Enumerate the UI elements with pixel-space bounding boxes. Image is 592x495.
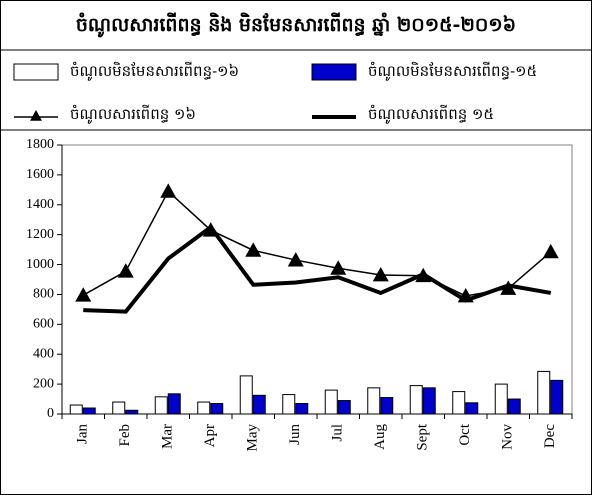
marker [75, 287, 92, 302]
x-tick-label: Jul [330, 424, 346, 442]
y-tick-label: 1400 [26, 197, 54, 212]
bar [465, 402, 479, 415]
marker [330, 260, 347, 275]
legend-label: ចំណូលសារពើពន្ធ ១៥ [368, 104, 494, 124]
x-tick-label: Sept [415, 423, 431, 451]
marker [542, 243, 559, 259]
marker [117, 263, 134, 278]
x-tick-label: Jun [287, 424, 303, 445]
bar [409, 385, 423, 415]
bar [367, 387, 381, 415]
bar [154, 396, 168, 415]
legend-label: ចំណូលសារពើពន្ធ ១៦ [70, 104, 196, 124]
bar [452, 391, 466, 415]
y-tick-label: 1000 [26, 257, 54, 272]
line [82, 190, 552, 297]
y-tick-label: 1200 [26, 227, 54, 242]
legend-label: ចំណូលមិនមែនសារពើពន្ធ-១៦ [70, 61, 239, 81]
x-tick-label: Mar [160, 424, 176, 449]
chart-title: ចំណូលសារពើពន្ធ និង មិនមែនសារពើពន្ធ ឆ្នាំ… [76, 12, 516, 38]
bar [197, 401, 211, 415]
bar [82, 407, 96, 415]
bar [252, 394, 266, 415]
bar [337, 400, 351, 415]
x-tick-label: Dec [542, 424, 558, 448]
bar [550, 379, 564, 415]
bar [537, 370, 551, 415]
y-tick-label: 800 [33, 287, 54, 302]
y-tick-label: 0 [47, 406, 54, 421]
bar [295, 403, 309, 415]
bar [125, 409, 139, 415]
x-tick-label: Nov [500, 424, 516, 450]
bar [282, 394, 296, 415]
legend-marker [30, 110, 42, 121]
x-tick-label: Jan [75, 424, 91, 444]
y-tick-label: 400 [33, 346, 54, 361]
marker [372, 267, 389, 282]
marker [500, 280, 517, 295]
bar [112, 401, 126, 415]
x-tick-label: Feb [117, 424, 133, 447]
x-tick-label: Aug [372, 424, 388, 450]
x-tick-label: Oct [457, 423, 473, 445]
bar [239, 375, 253, 415]
bar [69, 404, 83, 415]
bar [167, 393, 181, 415]
y-tick-label: 200 [33, 376, 54, 391]
bar [507, 398, 521, 415]
legend-label: ចំណូលមិនមែនសារពើពន្ធ-១៥ [368, 61, 537, 81]
marker [287, 252, 304, 267]
x-tick-label: Apr [202, 424, 218, 447]
bar [422, 387, 436, 415]
marker [160, 183, 177, 198]
legend-swatch [311, 63, 357, 81]
bar [324, 389, 338, 415]
marker [245, 242, 262, 257]
line [83, 224, 552, 314]
bar [380, 397, 394, 415]
legend-swatch [13, 63, 59, 81]
bar [494, 383, 508, 415]
x-tick-label: May [245, 424, 261, 452]
bar [210, 403, 224, 415]
y-tick-label: 1800 [26, 137, 54, 152]
y-tick-label: 1600 [26, 167, 54, 182]
y-tick-label: 600 [33, 317, 54, 332]
